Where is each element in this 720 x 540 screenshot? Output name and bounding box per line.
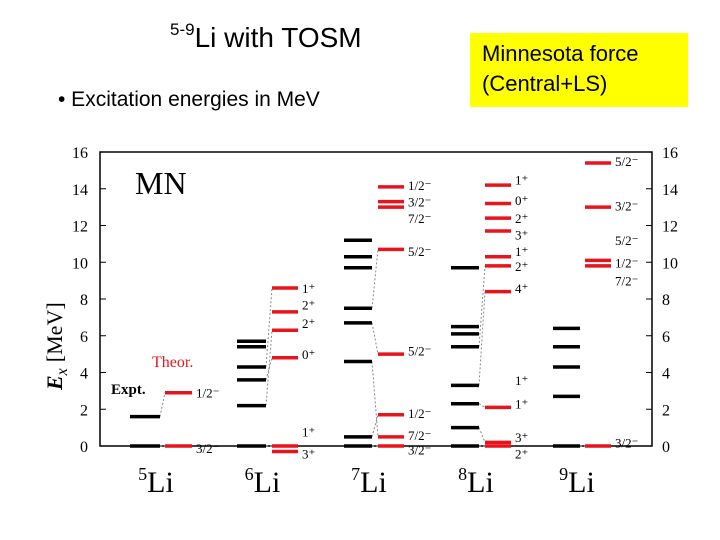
level-connector bbox=[371, 249, 379, 309]
spin-parity-label: 2⁺ bbox=[302, 316, 315, 331]
spin-parity-label: 2⁺ bbox=[302, 298, 315, 313]
y-tick-label-right: 10 bbox=[662, 255, 678, 272]
spin-parity-label: 0⁺ bbox=[515, 193, 528, 208]
spin-parity-label: 7/2⁻ bbox=[615, 274, 638, 289]
level-connector bbox=[265, 287, 273, 368]
title-mass-range: 5-9 bbox=[170, 20, 195, 39]
y-tick-label-right: 12 bbox=[662, 219, 678, 236]
y-tick-label-left: 16 bbox=[72, 145, 88, 162]
nucleus-label: 5Li bbox=[138, 464, 174, 499]
nucleus-label: 6Li bbox=[245, 464, 281, 499]
y-tick-label-left: 8 bbox=[80, 292, 88, 309]
slide-title: 5-9Li with TOSM bbox=[170, 20, 362, 54]
y-tick-label-left: 14 bbox=[72, 182, 88, 199]
spin-parity-label: 1⁺ bbox=[515, 244, 528, 259]
y-axis-label: Ex[MeV] bbox=[42, 302, 71, 391]
y-tick-label-right: 14 bbox=[662, 182, 678, 199]
spin-parity-label: 2⁺ bbox=[515, 446, 528, 461]
y-tick-label-right: 4 bbox=[662, 366, 670, 383]
chart-title: MN bbox=[135, 165, 187, 201]
level-scheme-chart: 0 0 2 2 4 4 6 6 8 8 10 10 12 12 14 14 16 16 Ex[MeV] MN Theor… bbox=[42, 145, 678, 499]
nucleus-label: 9Li bbox=[559, 464, 595, 499]
level-connector bbox=[371, 361, 379, 437]
level-connector bbox=[478, 265, 486, 347]
spin-parity-label: 3/2⁻ bbox=[408, 443, 431, 458]
level-connector bbox=[371, 322, 379, 355]
spin-parity-label: 1/2⁻ bbox=[615, 255, 638, 270]
spin-parity-label: 3⁺ bbox=[302, 446, 315, 461]
level-connector bbox=[478, 403, 486, 408]
y-tick-label-right: 6 bbox=[662, 329, 670, 346]
spin-parity-label: 3/2⁻ bbox=[408, 195, 431, 210]
spin-parity-label: 3⁺ bbox=[515, 430, 528, 445]
bullet-text: • Excitation energies in MeV bbox=[58, 88, 320, 111]
y-tick-label-left: 2 bbox=[80, 402, 88, 419]
spin-parity-label: 3⁺ bbox=[515, 228, 528, 243]
y-tick-label-left: 12 bbox=[72, 219, 88, 236]
spin-parity-label: 1⁺ bbox=[515, 397, 528, 412]
force-line-1: Minnesota force bbox=[482, 41, 639, 66]
spin-parity-label: 1⁺ bbox=[515, 373, 528, 388]
y-tick-label-right: 8 bbox=[662, 292, 670, 309]
spin-parity-label: 7/2⁻ bbox=[408, 428, 431, 443]
spin-parity-label: 7/2⁻ bbox=[408, 211, 431, 226]
spin-parity-label: 5/2⁻ bbox=[615, 154, 638, 169]
spin-parity-label: 1⁺ bbox=[302, 424, 315, 439]
y-tick-label-left: 10 bbox=[72, 255, 88, 272]
legend-expt: Expt. bbox=[111, 382, 146, 398]
y-tick-label-right: 2 bbox=[662, 402, 670, 419]
force-line-2: (Central+LS) bbox=[482, 71, 608, 96]
level-connector bbox=[478, 427, 486, 443]
spin-parity-label: 2⁺ bbox=[515, 259, 528, 274]
spin-parity-label: 1/2⁻ bbox=[408, 178, 431, 193]
nucleus-label: 7Li bbox=[351, 464, 387, 499]
spin-parity-label: 5/2⁻ bbox=[408, 244, 431, 259]
y-tick-label-left: 6 bbox=[80, 329, 88, 346]
spin-parity-label: 5/2⁻ bbox=[408, 343, 431, 358]
spin-parity-label: 1⁺ bbox=[302, 281, 315, 296]
spin-parity-label: 2⁺ bbox=[515, 211, 528, 226]
level-connector bbox=[159, 392, 166, 417]
spin-parity-label: 3/2⁻ bbox=[196, 441, 219, 456]
y-tick-label-right: 16 bbox=[662, 145, 678, 162]
spin-parity-label: 5/2⁻ bbox=[615, 233, 638, 248]
legend-theory: Theor. bbox=[152, 354, 193, 371]
y-tick-label-left: 4 bbox=[80, 366, 88, 383]
spin-parity-label: 1/2⁻ bbox=[408, 406, 431, 421]
y-tick-label-left: 0 bbox=[80, 439, 88, 456]
spin-parity-label: 4⁺ bbox=[515, 281, 528, 296]
spin-parity-label: 0⁺ bbox=[302, 347, 315, 362]
spin-parity-label: 1/2⁻ bbox=[196, 386, 219, 401]
spin-parity-label: 3/2⁻ bbox=[615, 435, 638, 450]
force-label-box: Minnesota force (Central+LS) bbox=[470, 33, 688, 107]
title-text: Li with TOSM bbox=[194, 22, 362, 53]
nucleus-label: 8Li bbox=[458, 464, 494, 499]
y-tick-label-right: 0 bbox=[662, 439, 670, 456]
spin-parity-label: 1⁺ bbox=[515, 173, 528, 188]
spin-parity-label: 3/2⁻ bbox=[615, 198, 638, 213]
